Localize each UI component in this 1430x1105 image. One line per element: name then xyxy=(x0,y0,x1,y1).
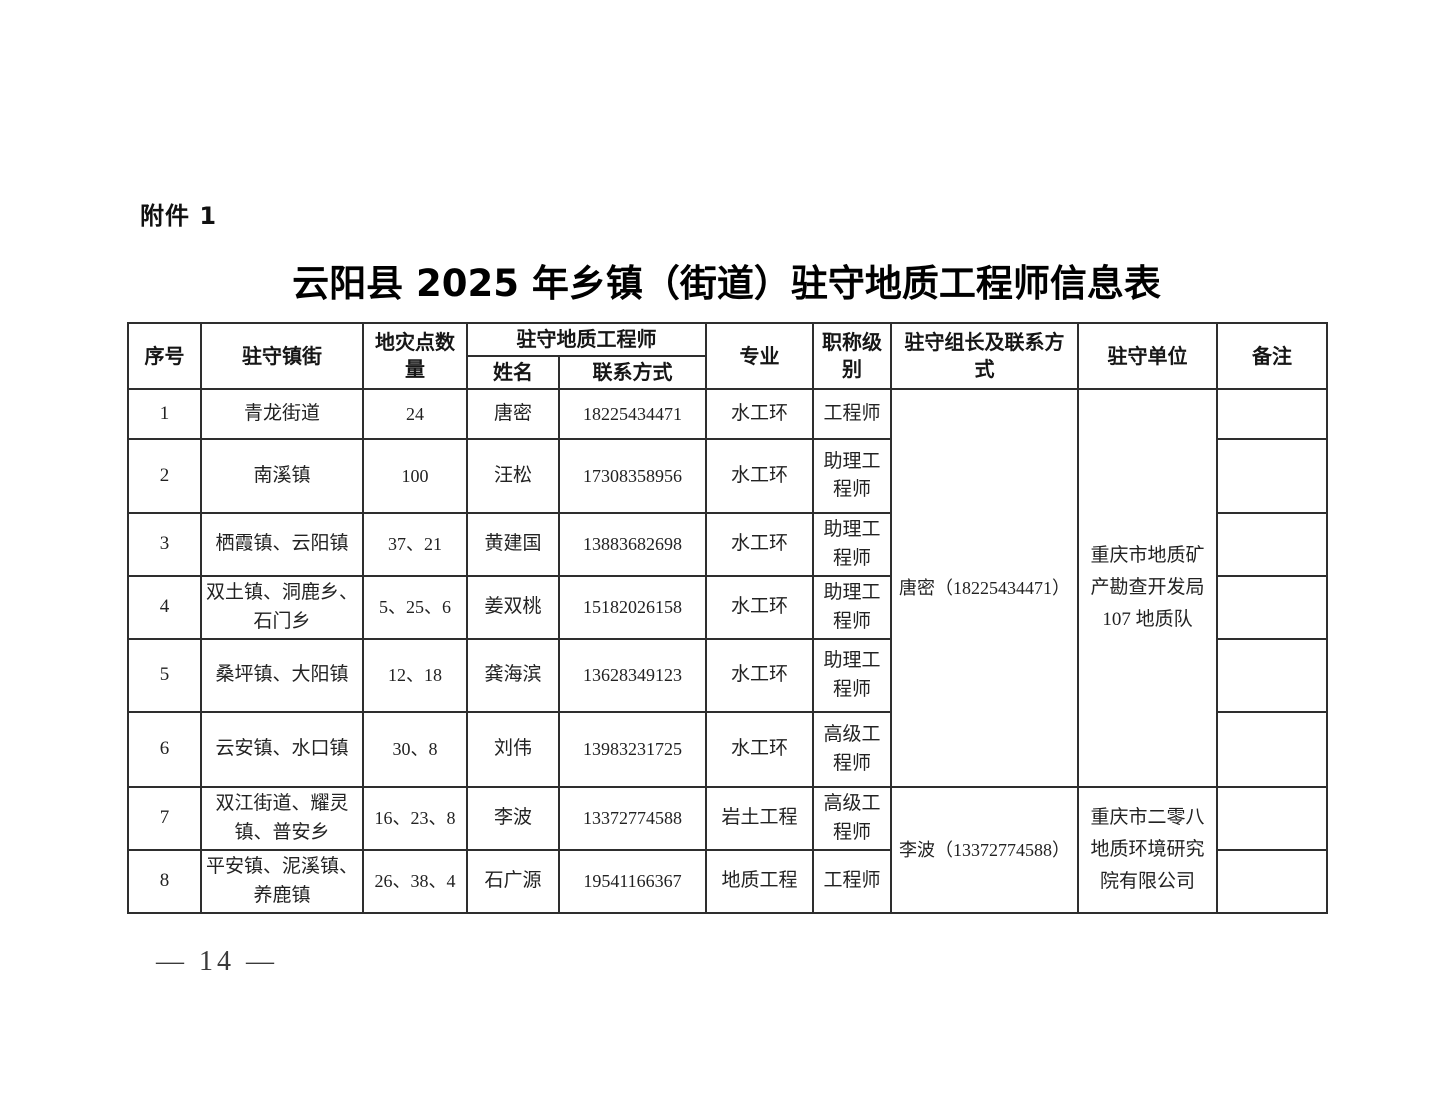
cell-phone: 13983231725 xyxy=(558,711,707,788)
cell-remark xyxy=(1216,388,1328,440)
cell-major: 水工环 xyxy=(705,438,814,514)
cell-seq: 1 xyxy=(127,388,202,440)
cell-phone: 13628349123 xyxy=(558,638,707,713)
table-header: 序号 驻守镇街 地灾点数量 驻守地质工程师 专业 职称级别 驻守组长及联系方式 … xyxy=(127,322,1328,390)
table-row-4: 4 双土镇、洞鹿乡、石门乡 5、25、6 姜双桃 15182026158 水工环… xyxy=(127,575,1328,640)
cell-remark xyxy=(1216,711,1328,788)
table-row-5: 5 桑坪镇、大阳镇 12、18 龚海滨 13628349123 水工环 助理工程… xyxy=(127,638,1328,713)
cell-town: 双江街道、耀灵镇、普安乡 xyxy=(200,786,364,851)
cell-engineer-name: 刘伟 xyxy=(466,711,560,788)
header-disaster-points: 地灾点数量 xyxy=(362,322,468,390)
cell-seq: 2 xyxy=(127,438,202,514)
cell-phone: 19541166367 xyxy=(558,849,707,914)
cell-remark xyxy=(1216,638,1328,713)
cell-engineer-name: 姜双桃 xyxy=(466,575,560,640)
cell-phone: 17308358956 xyxy=(558,438,707,514)
header-engineer-name: 姓名 xyxy=(466,355,560,390)
cell-unit-group-2: 重庆市二零八地质环境研究院有限公司 xyxy=(1077,786,1218,914)
cell-major: 水工环 xyxy=(705,711,814,788)
header-town: 驻守镇街 xyxy=(200,322,364,390)
cell-major: 水工环 xyxy=(705,575,814,640)
cell-remark xyxy=(1216,786,1328,851)
cell-town: 双土镇、洞鹿乡、石门乡 xyxy=(200,575,364,640)
table-row-2: 2 南溪镇 100 汪松 17308358956 水工环 助理工程师 xyxy=(127,438,1328,514)
table-row-1: 1 青龙街道 24 唐密 18225434471 水工环 工程师 唐密（1822… xyxy=(127,388,1328,788)
cell-points: 26、38、4 xyxy=(362,849,468,914)
cell-engineer-name: 唐密 xyxy=(466,388,560,440)
cell-town: 平安镇、泥溪镇、养鹿镇 xyxy=(200,849,364,914)
cell-major: 地质工程 xyxy=(705,849,814,914)
cell-town: 青龙街道 xyxy=(200,388,364,440)
attachment-label: 附件 1 xyxy=(140,202,218,230)
page-number: — 14 — xyxy=(156,946,278,977)
cell-points: 16、23、8 xyxy=(362,786,468,851)
cell-title-level: 助理工程师 xyxy=(812,575,892,640)
header-remark: 备注 xyxy=(1216,322,1328,390)
cell-title-level: 助理工程师 xyxy=(812,512,892,577)
cell-major: 水工环 xyxy=(705,388,814,440)
cell-engineer-name: 龚海滨 xyxy=(466,638,560,713)
cell-phone: 13883682698 xyxy=(558,512,707,577)
cell-phone: 18225434471 xyxy=(558,388,707,440)
cell-points: 5、25、6 xyxy=(362,575,468,640)
cell-phone: 13372774588 xyxy=(558,786,707,851)
cell-phone: 15182026158 xyxy=(558,575,707,640)
cell-town: 桑坪镇、大阳镇 xyxy=(200,638,364,713)
cell-points: 12、18 xyxy=(362,638,468,713)
cell-engineer-name: 李波 xyxy=(466,786,560,851)
cell-town: 栖霞镇、云阳镇 xyxy=(200,512,364,577)
cell-title-level: 高级工程师 xyxy=(812,711,892,788)
cell-town: 南溪镇 xyxy=(200,438,364,514)
cell-engineer-name: 黄建国 xyxy=(466,512,560,577)
cell-engineer-name: 石广源 xyxy=(466,849,560,914)
header-row-1: 序号 驻守镇街 地灾点数量 驻守地质工程师 专业 职称级别 驻守组长及联系方式 … xyxy=(127,322,1328,390)
cell-leader-group-1: 唐密（18225434471） xyxy=(890,388,1079,788)
cell-major: 水工环 xyxy=(705,638,814,713)
header-leader: 驻守组长及联系方式 xyxy=(890,322,1079,390)
engineer-info-table: 序号 驻守镇街 地灾点数量 驻守地质工程师 专业 职称级别 驻守组长及联系方式 … xyxy=(127,322,1328,914)
cell-points: 37、21 xyxy=(362,512,468,577)
cell-title-level: 助理工程师 xyxy=(812,638,892,713)
cell-seq: 6 xyxy=(127,711,202,788)
cell-engineer-name: 汪松 xyxy=(466,438,560,514)
cell-major: 水工环 xyxy=(705,512,814,577)
cell-town: 云安镇、水口镇 xyxy=(200,711,364,788)
cell-points: 24 xyxy=(362,388,468,440)
cell-seq: 7 xyxy=(127,786,202,851)
cell-seq: 5 xyxy=(127,638,202,713)
header-seq: 序号 xyxy=(127,322,202,390)
table-body: 1 青龙街道 24 唐密 18225434471 水工环 工程师 唐密（1822… xyxy=(127,388,1328,914)
cell-title-level: 工程师 xyxy=(812,388,892,440)
table-row-3: 3 栖霞镇、云阳镇 37、21 黄建国 13883682698 水工环 助理工程… xyxy=(127,512,1328,577)
cell-seq: 3 xyxy=(127,512,202,577)
header-major: 专业 xyxy=(705,322,814,390)
cell-points: 30、8 xyxy=(362,711,468,788)
header-engineer-contact: 联系方式 xyxy=(558,355,707,390)
header-row-2: 姓名 联系方式 xyxy=(128,355,1327,390)
cell-seq: 8 xyxy=(127,849,202,914)
cell-remark xyxy=(1216,512,1328,577)
table-row-7: 7 双江街道、耀灵镇、普安乡 16、23、8 李波 13372774588 岩土… xyxy=(127,786,1328,914)
cell-seq: 4 xyxy=(127,575,202,640)
table-row-8: 8 平安镇、泥溪镇、养鹿镇 26、38、4 石广源 19541166367 地质… xyxy=(127,849,1328,914)
cell-title-level: 助理工程师 xyxy=(812,438,892,514)
header-unit: 驻守单位 xyxy=(1077,322,1218,390)
cell-remark xyxy=(1216,575,1328,640)
cell-major: 岩土工程 xyxy=(705,786,814,851)
table-row-6: 6 云安镇、水口镇 30、8 刘伟 13983231725 水工环 高级工程师 xyxy=(127,711,1328,788)
cell-remark xyxy=(1216,849,1328,914)
header-title-level: 职称级别 xyxy=(812,322,892,390)
cell-leader-group-2: 李波（13372774588） xyxy=(890,786,1079,914)
cell-points: 100 xyxy=(362,438,468,514)
cell-title-level: 高级工程师 xyxy=(812,786,892,851)
cell-title-level: 工程师 xyxy=(812,849,892,914)
cell-unit-group-1: 重庆市地质矿产勘查开发局 107 地质队 xyxy=(1077,388,1218,788)
header-engineer-group: 驻守地质工程师 xyxy=(466,322,707,357)
page-title: 云阳县 2025 年乡镇（街道）驻守地质工程师信息表 xyxy=(292,262,1161,305)
cell-remark xyxy=(1216,438,1328,514)
